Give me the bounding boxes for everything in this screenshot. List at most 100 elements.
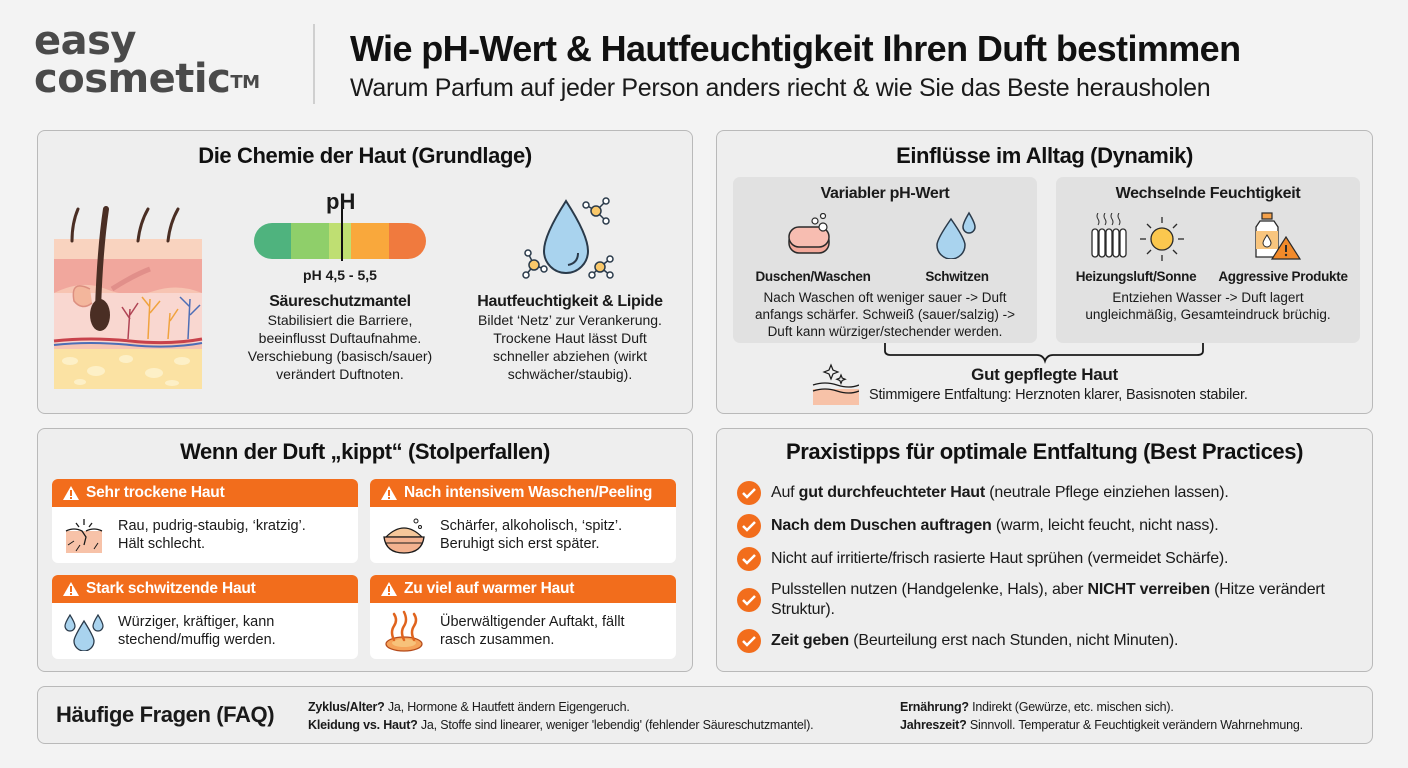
faq-answer: Ja, Hormone & Hautfett ändern Eigengeruc… xyxy=(384,700,630,714)
tip-item: Pulsstellen nutzen (Handgelenke, Hals), … xyxy=(737,580,1358,620)
tips-list: Auf gut durchfeuchteter Haut (neutrale P… xyxy=(737,481,1358,662)
logo-trademark: TM xyxy=(230,72,260,93)
brace-connector xyxy=(884,343,1204,364)
header-divider xyxy=(313,24,315,104)
tip-text: Nicht auf irritierte/frisch rasierte Hau… xyxy=(771,550,1229,567)
pitfall-card-header: Nach intensivem Waschen/Peeling xyxy=(370,479,676,507)
pitfall-heading: Nach intensivem Waschen/Peeling xyxy=(404,484,653,501)
pitfall-card-header: Sehr trockene Haut xyxy=(52,479,358,507)
faq-title: Häufige Fragen (FAQ) xyxy=(56,702,275,727)
tip-item: Nicht auf irritierte/frisch rasierte Hau… xyxy=(737,547,1358,571)
acid-mantle-line: verändert Duftnoten. xyxy=(276,366,404,382)
page-subtitle: Warum Parfum auf jeder Person anders rie… xyxy=(350,74,1211,102)
pitfall-heading: Sehr trockene Haut xyxy=(86,484,225,501)
bottle-warning-icon xyxy=(1255,212,1302,260)
variable-ph-box: Variabler pH-Wert Duschen/Waschen Schwit… xyxy=(733,177,1037,343)
shower-label: Duschen/Waschen xyxy=(755,269,871,284)
faq-question: Jahreszeit? xyxy=(900,718,967,732)
acid-mantle-line: Verschiebung (basisch/sauer) xyxy=(247,348,433,364)
result-text: Stimmigere Entfaltung: Herznoten klarer,… xyxy=(869,387,1248,403)
text-line: Entziehen Wasser -> Duft lagert xyxy=(1112,290,1304,305)
ph-marker xyxy=(341,209,343,261)
pitfall-text: Schärfer, alkoholisch, ‘spitz’. xyxy=(440,518,623,534)
tip-text: (neutrale Pflege einziehen lassen). xyxy=(985,484,1229,501)
pitfall-heading: Stark schwitzende Haut xyxy=(86,580,256,597)
pitfall-card: Sehr trockene Haut Rau, pudrig-staubig, … xyxy=(52,479,358,563)
text-line: Nach Waschen oft weniger sauer -> Duft xyxy=(763,290,1007,305)
check-icon xyxy=(737,514,761,538)
tip-text: (Hitze verändert Struktur). xyxy=(771,581,1325,618)
moisture-line: schwächer/staubig). xyxy=(507,366,633,382)
faq-column-right: Ernährung? Indirekt (Gewürze, etc. misch… xyxy=(900,698,1303,734)
moisture-lipids-section: Hautfeuchtigkeit & Lipide Bildet ‘Netz’ … xyxy=(458,293,682,383)
panel-title: Die Chemie der Haut (Grundlage) xyxy=(198,143,532,168)
pitfall-text: rasch zusammen. xyxy=(440,632,555,648)
pitfall-card: Stark schwitzende Haut Würziger, kräftig… xyxy=(52,575,358,659)
warning-icon xyxy=(381,582,397,596)
tip-text: Pulsstellen nutzen (Handgelenke, Hals), … xyxy=(771,581,1088,598)
faq-question: Kleidung vs. Haut? xyxy=(308,718,418,732)
cracked-skin-icon xyxy=(65,519,103,553)
skin-layers-icon xyxy=(53,206,203,389)
tip-bold: NICHT verreiben xyxy=(1087,581,1211,598)
faq-answer: Ja, Stoffe sind linearer, weniger 'leben… xyxy=(417,718,814,732)
tip-text: (warm, leicht feucht, nicht nass). xyxy=(991,517,1219,534)
faq-item: Kleidung vs. Haut? Ja, Stoffe sind linea… xyxy=(308,716,814,734)
faq-answer: Sinnvoll. Temperatur & Feuchtigkeit verä… xyxy=(966,718,1303,732)
pitfall-text: Würziger, kräftiger, kann xyxy=(118,614,275,630)
heating-sun-label: Heizungsluft/Sonne xyxy=(1075,269,1197,284)
tip-item: Zeit geben (Beurteilung erst nach Stunde… xyxy=(737,629,1358,653)
pitfall-card: Nach intensivem Waschen/Peeling Schärfer… xyxy=(370,479,676,563)
panel-title: Praxistipps für optimale Entfaltung (Bes… xyxy=(785,439,1304,464)
aggressive-products-label: Aggressive Produkte xyxy=(1218,269,1348,284)
sweat-label: Schwitzen xyxy=(925,269,989,284)
changing-moisture-title: Wechselnde Feuchtigkeit xyxy=(1115,185,1301,202)
tip-text: (Beurteilung erst nach Stunden, nicht Mi… xyxy=(849,632,1179,649)
pitfall-text: Hält schlecht. xyxy=(118,536,206,552)
text-line: anfangs schärfer. Schweiß (sauer/salzig)… xyxy=(755,307,1015,322)
soap-icon xyxy=(788,213,830,254)
best-practices-panel: Praxistipps für optimale Entfaltung (Bes… xyxy=(716,428,1373,672)
pitfall-text: stechend/muffig werden. xyxy=(118,632,276,648)
faq-question: Ernährung? xyxy=(900,700,969,714)
pitfall-heading: Zu viel auf warmer Haut xyxy=(404,580,575,597)
moisture-line: Bildet ‘Netz’ zur Verankerung. xyxy=(478,312,662,328)
tip-text: Auf xyxy=(771,484,799,501)
text-line: Duft kann würziger/stechender werden. xyxy=(767,324,1003,339)
acid-mantle-line: Stabilisiert die Barriere, xyxy=(267,312,413,328)
faq-column-left: Zyklus/Alter? Ja, Hormone & Hautfett änd… xyxy=(308,698,814,734)
panel-title: Wenn der Duft „kippt“ (Stolperfallen) xyxy=(180,439,550,464)
faq-item: Ernährung? Indirekt (Gewürze, etc. misch… xyxy=(900,698,1303,716)
tip-bold: Zeit geben xyxy=(771,632,850,649)
changing-moisture-text: Entziehen Wasser -> Duft lagert ungleich… xyxy=(1056,289,1360,323)
ph-scale-bar xyxy=(254,223,426,259)
daily-influences-panel: Einflüsse im Alltag (Dynamik) Variabler … xyxy=(716,130,1373,414)
acid-mantle-line: beeinflusst Duftaufnahme. xyxy=(258,330,422,346)
panel-title: Einflüsse im Alltag (Dynamik) xyxy=(896,143,1193,168)
warning-icon xyxy=(63,486,79,500)
pitfall-text: Beruhigt sich erst später. xyxy=(440,536,600,552)
pitfalls-panel: Wenn der Duft „kippt“ (Stolperfallen) Se… xyxy=(37,428,693,672)
result-title: Gut gepflegte Haut xyxy=(971,365,1118,384)
pitfall-text: Überwältigender Auftakt, fällt xyxy=(440,614,625,630)
scrub-bowl-icon xyxy=(383,518,425,554)
pitfall-card-header: Stark schwitzende Haut xyxy=(52,575,358,603)
ph-label: pH xyxy=(326,189,356,214)
variable-ph-title: Variabler pH-Wert xyxy=(820,185,950,202)
faq-question: Zyklus/Alter? xyxy=(308,700,385,714)
logo-line2: cosmetic xyxy=(34,56,231,102)
tip-bold: gut durchfeuchteter Haut xyxy=(798,484,986,501)
tip-item: Nach dem Duschen auftragen (warm, leicht… xyxy=(737,514,1358,538)
acid-mantle-heading: Säureschutzmantel xyxy=(269,293,411,310)
check-icon xyxy=(737,588,761,612)
sweat-drops-icon xyxy=(64,613,104,651)
pitfall-text: Rau, pudrig-staubig, ‘kratzig’. xyxy=(118,518,306,534)
warning-icon xyxy=(63,582,79,596)
pitfall-card: Zu viel auf warmer Haut Überwältigender … xyxy=(370,575,676,659)
water-lipid-icon xyxy=(522,197,614,279)
check-icon xyxy=(737,547,761,571)
radiator-sun-icon xyxy=(1091,213,1184,261)
logo-line1: easy xyxy=(34,18,137,64)
healthy-skin-icon xyxy=(812,363,859,405)
heat-icon xyxy=(385,610,423,652)
